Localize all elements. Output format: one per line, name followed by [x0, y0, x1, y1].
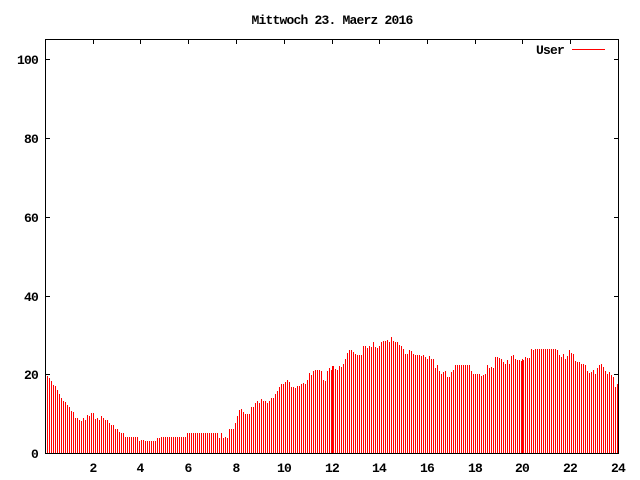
svg-text:Mittwoch 23. Maerz 2016: Mittwoch 23. Maerz 2016 — [251, 13, 413, 28]
svg-text:14: 14 — [372, 461, 387, 476]
svg-text:100: 100 — [17, 53, 39, 68]
svg-text:20: 20 — [24, 368, 39, 383]
svg-text:40: 40 — [24, 290, 39, 305]
svg-text:16: 16 — [420, 461, 435, 476]
svg-text:60: 60 — [24, 211, 39, 226]
svg-text:24: 24 — [611, 461, 626, 476]
svg-text:12: 12 — [325, 461, 340, 476]
svg-text:10: 10 — [277, 461, 292, 476]
svg-text:80: 80 — [24, 132, 39, 147]
svg-text:8: 8 — [232, 461, 240, 476]
svg-text:20: 20 — [515, 461, 530, 476]
svg-text:18: 18 — [468, 461, 483, 476]
svg-text:0: 0 — [31, 447, 39, 462]
svg-text:6: 6 — [184, 461, 192, 476]
svg-text:2: 2 — [89, 461, 97, 476]
svg-text:4: 4 — [136, 461, 144, 476]
svg-text:22: 22 — [563, 461, 578, 476]
svg-text:User: User — [536, 43, 564, 58]
